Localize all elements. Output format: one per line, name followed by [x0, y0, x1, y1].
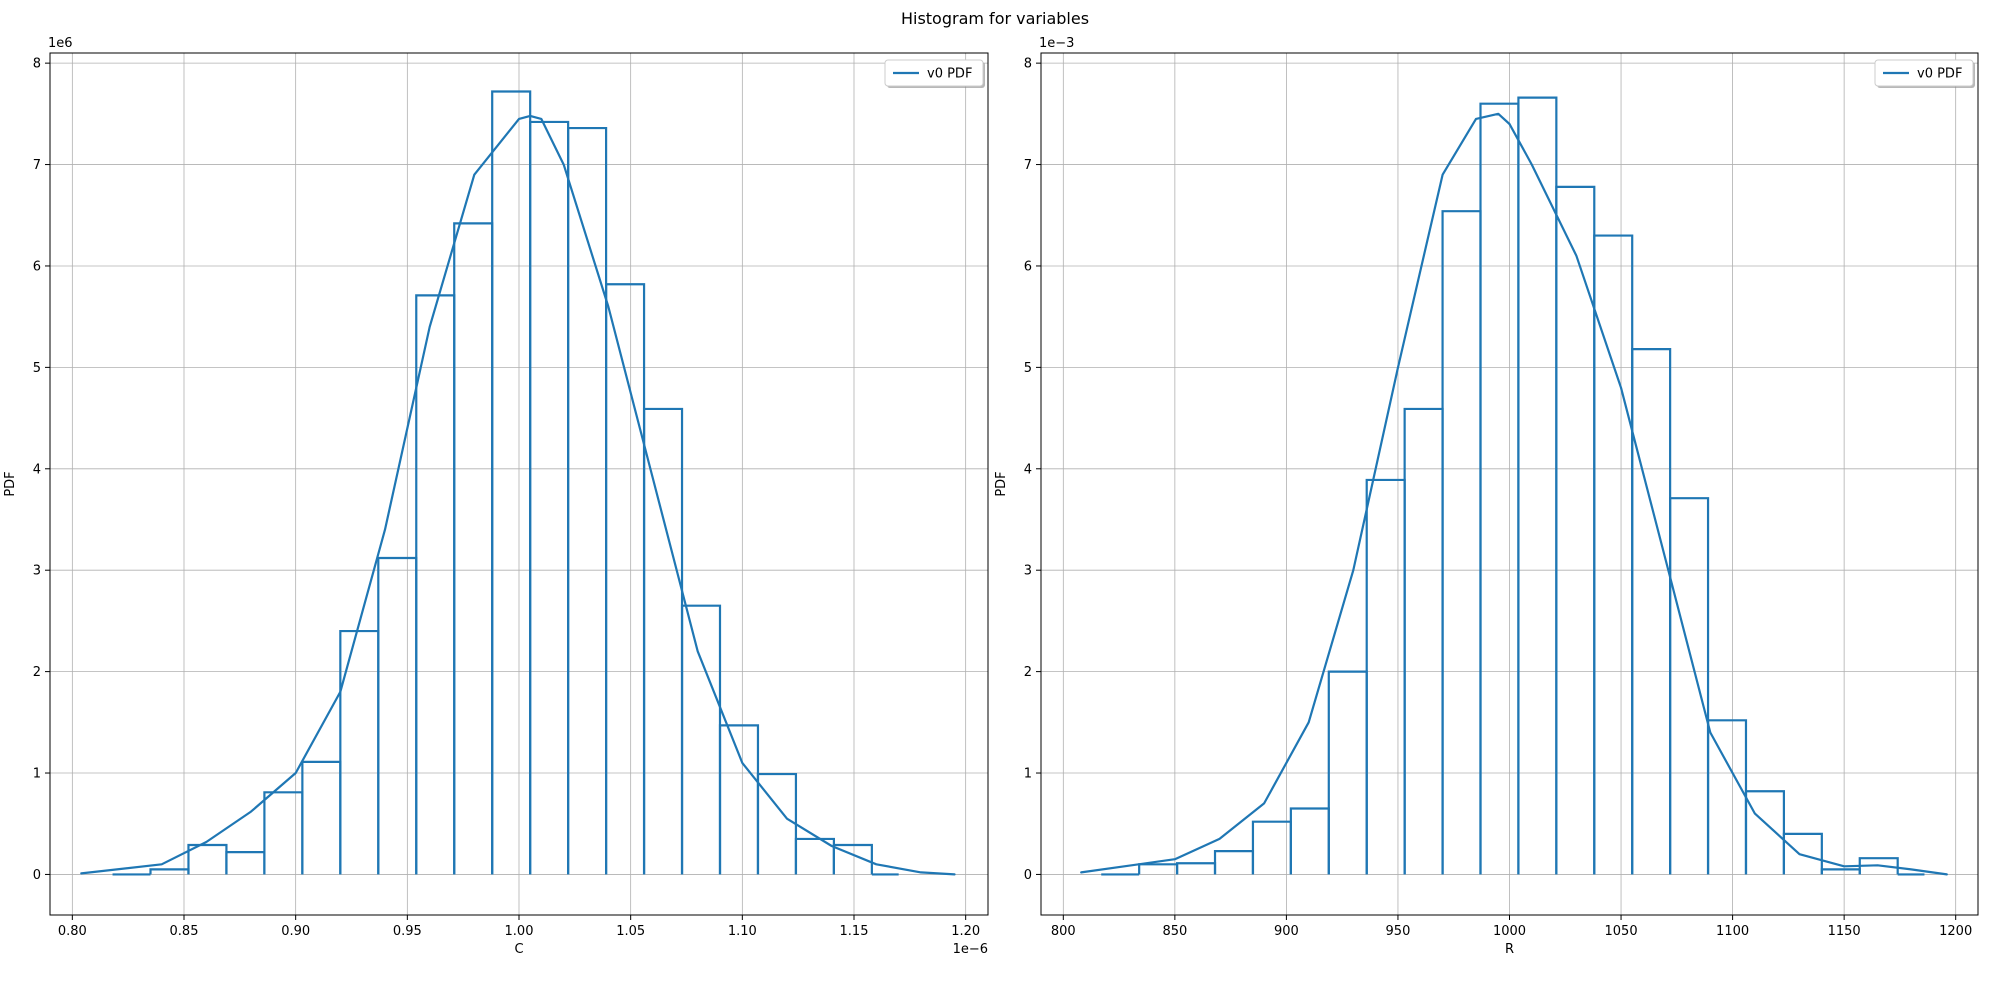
histogram-panel-r: 800 850 900 950 1000 1050 1100 1150 1200 0 1 2 3 4 5 6 7… [994, 36, 1979, 957]
chart1-xtick-label-4: 1000 [1493, 924, 1526, 939]
chart0-xtick-label-0: 0.80 [58, 924, 87, 939]
chart1-legend-label: v0 PDF [1917, 67, 1962, 82]
chart1-bin-15 [1669, 497, 1710, 875]
chart1-ytick-label-4: 4 [1024, 462, 1032, 477]
chart1-xtick-label-0: 800 [1051, 924, 1076, 939]
chart0-xtick-label-4: 1.00 [505, 924, 534, 939]
chart0-ytick-label-5: 5 [33, 361, 41, 376]
chart0-xtick-label-5: 1.05 [616, 924, 645, 939]
chart0-xtick-label-3: 0.95 [393, 924, 422, 939]
chart1-ytick-label-8: 8 [1024, 57, 1032, 72]
chart1-xtick-label-7: 1150 [1828, 924, 1861, 939]
chart1-ytick-label-1: 1 [1024, 767, 1032, 782]
chart1-ytick-label-2: 2 [1024, 665, 1032, 680]
histogram-panel-c: 0.80 0.85 0.90 0.95 1.00 1.05 1.10 1.15 1.20 0 1 2 3… [3, 36, 989, 957]
chart0-ytick-label-6: 6 [33, 259, 41, 274]
chart1-ytick-label-7: 7 [1024, 158, 1032, 173]
chart0-xtick-label-6: 1.10 [728, 924, 757, 939]
chart0-ytick-label-0: 0 [33, 868, 41, 883]
chart0-xtick-label-7: 1.15 [840, 924, 869, 939]
chart1-bin-18 [1782, 832, 1823, 875]
chart0-xtick-label-2: 0.90 [281, 924, 310, 939]
chart1-ytick-label-0: 0 [1024, 868, 1032, 883]
chart0-ytick-label-2: 2 [33, 665, 41, 680]
chart1-legend [1874, 59, 1974, 87]
chart0-legend-label: v0 PDF [927, 67, 972, 82]
chart0-ytick-label-1: 1 [33, 767, 41, 782]
chart1-xtick-label-6: 1100 [1716, 924, 1749, 939]
chart0-pdf-line [80, 114, 956, 876]
chart1-xlabel: R [1505, 942, 1514, 957]
chart0-ylabel: PDF [3, 471, 18, 496]
chart0-ytick-label-7: 7 [33, 158, 41, 173]
chart1-ytick-label-5: 5 [1024, 361, 1032, 376]
chart1-xtick-label-2: 900 [1274, 924, 1299, 939]
chart0-bin-19 [832, 843, 873, 875]
chart0-xtick-label-1: 0.85 [170, 924, 199, 939]
chart0-x-multiplier: 1e−6 [953, 942, 988, 957]
chart1-ytick-label-6: 6 [1024, 259, 1032, 274]
chart1-pdf-line [1080, 112, 1948, 876]
chart0-xlabel: C [514, 942, 523, 957]
chart0-ytick-label-3: 3 [33, 564, 41, 579]
chart0-xtick-label-8: 1.20 [951, 924, 980, 939]
chart1-xtick-label-1: 850 [1162, 924, 1187, 939]
chart1-xtick-label-8: 1200 [1939, 924, 1972, 939]
chart1-ylabel: PDF [994, 471, 1009, 496]
chart0-ytick-label-8: 8 [33, 57, 41, 72]
chart0-legend [884, 59, 984, 87]
chart0-y-multiplier: 1e6 [48, 36, 73, 51]
chart1-xtick-label-5: 1050 [1605, 924, 1638, 939]
chart1-ytick-label-3: 3 [1024, 564, 1032, 579]
chart1-xtick-label-3: 950 [1386, 924, 1411, 939]
figure-title: Histogram for variables [901, 9, 1089, 28]
chart0-ytick-label-4: 4 [33, 462, 41, 477]
chart1-y-multiplier: 1e−3 [1039, 36, 1074, 51]
